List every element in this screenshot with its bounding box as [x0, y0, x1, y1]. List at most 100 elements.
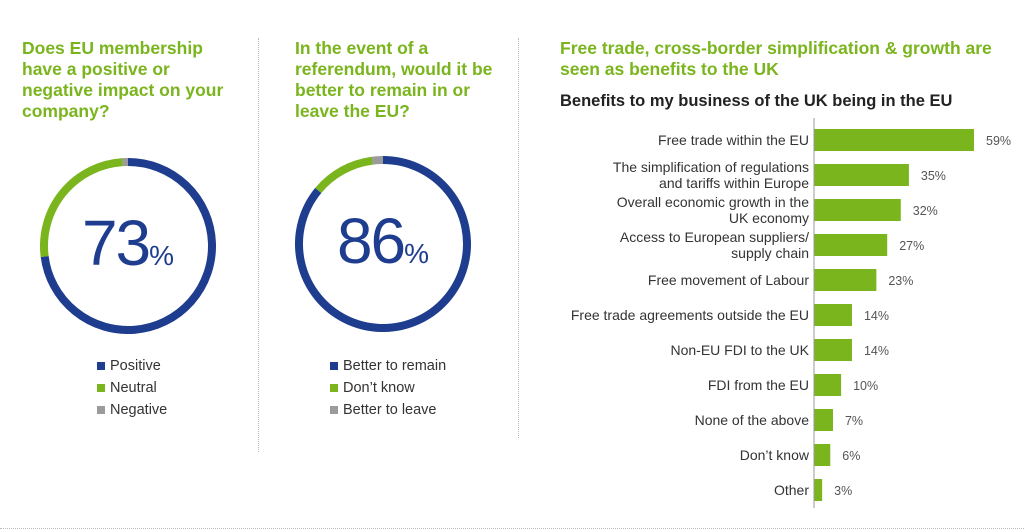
legend-item: Neutral	[97, 377, 167, 399]
bar-value-label: 23%	[888, 274, 913, 288]
donut-slice-neutral	[40, 158, 124, 258]
bar-category-label-line: FDI from the EU	[708, 377, 809, 393]
donut-slice-better-to-leave	[371, 156, 384, 165]
bar-category-label: Overall economic growth in the UK economy	[617, 194, 809, 226]
panel1-heading: Does EU membership have a positive or nega…	[22, 38, 252, 122]
bar-category-label: None of the above	[695, 412, 810, 428]
bar	[814, 164, 909, 186]
bar-value-label: 59%	[986, 134, 1011, 148]
donut-svg-eu-impact	[40, 158, 216, 334]
heading-line: leave the EU?	[295, 101, 410, 121]
bar	[814, 199, 901, 221]
bar-value-label: 7%	[845, 414, 863, 428]
bar-category-label-line: Don’t know	[740, 447, 810, 463]
bar-category-label-line: Free movement of Labour	[648, 272, 809, 288]
donut-chart-referendum: 86%	[295, 156, 471, 332]
donut-percent-sign: %	[149, 240, 175, 271]
heading-line: company?	[22, 101, 110, 121]
donut-value-referendum: 86%	[295, 204, 471, 278]
legend-swatch	[330, 384, 338, 392]
bar	[814, 444, 831, 466]
legend-swatch	[97, 406, 105, 414]
bar-category-label-line: Overall economic growth in the	[617, 194, 809, 210]
bar	[814, 339, 852, 361]
donut-slice-better-to-remain	[295, 156, 471, 332]
bar-category-label-line: The simplification of regulations	[613, 159, 809, 175]
legend-item: Positive	[97, 355, 167, 377]
heading-line: seen as benefits to the UK	[560, 59, 779, 79]
legend-label: Positive	[110, 358, 161, 374]
bar	[814, 129, 974, 151]
bar-category-label: Other	[774, 482, 809, 498]
bottom-divider	[0, 528, 1024, 529]
bar-category-label-line: UK economy	[729, 210, 809, 226]
bar-value-label: 6%	[842, 449, 860, 463]
panel3-heading: Free trade, cross-border simplification …	[560, 38, 1020, 80]
bar-chart-benefits: Free trade within the EU 59% The simplific…	[571, 118, 1011, 508]
legend-swatch	[330, 406, 338, 414]
bar-category-label: Free trade agreements outside the EU	[571, 307, 809, 323]
legend-label: Neutral	[110, 380, 157, 396]
legend-item: Better to remain	[330, 355, 446, 377]
bar-category-label-line: Free trade within the EU	[658, 132, 809, 148]
bar-category-label: Access to European suppliers/supply chai…	[620, 229, 809, 261]
bar-category-label: FDI from the EU	[708, 377, 809, 393]
bar	[814, 479, 823, 501]
heading-line: have a positive or	[22, 59, 170, 79]
bar-value-label: 35%	[921, 169, 946, 183]
heading-line: In the event of a	[295, 38, 429, 58]
donut-percent-sign: %	[404, 238, 430, 269]
legend-label: Negative	[110, 402, 168, 418]
legend-label: Better to remain	[343, 358, 447, 374]
bar-category-label: Don’t know	[740, 447, 810, 463]
bar-value-label: 10%	[853, 379, 878, 393]
donut-number: 86	[336, 205, 406, 277]
donut-chart-eu-impact: 73%	[40, 158, 216, 334]
donut-slice-don-t-know	[315, 156, 374, 194]
heading-line: Free trade, cross-border simplification …	[560, 38, 992, 58]
bar	[814, 234, 888, 256]
bar	[814, 409, 833, 431]
heading-line: negative impact on your	[22, 80, 224, 100]
legend-label: Better to leave	[343, 402, 437, 418]
bar-value-label: 32%	[913, 204, 938, 218]
bar-value-label: 3%	[834, 484, 852, 498]
donut-value-eu-impact: 73%	[40, 206, 216, 280]
bar-value-label: 14%	[864, 344, 889, 358]
legend-swatch	[330, 362, 338, 370]
divider-1	[258, 38, 259, 452]
panel2-heading: In the event of a referendum, would it be…	[295, 38, 515, 122]
heading-line: better to remain in or	[295, 80, 471, 100]
bar-chart-title: Benefits to my business of the UK being …	[560, 92, 953, 110]
bar-category-label: Free movement of Labour	[648, 272, 809, 288]
bar-category-label-line: None of the above	[695, 412, 810, 428]
heading-line: Does EU membership	[22, 38, 203, 58]
bar	[814, 304, 852, 326]
bar-category-label-line: Other	[774, 482, 809, 498]
bar-category-label: The simplification of regulations and tar…	[613, 159, 809, 191]
legend-item: Better to leave	[330, 399, 446, 421]
bar-category-label: Free trade within the EU	[658, 132, 809, 148]
bar-value-label: 14%	[864, 309, 889, 323]
legend-swatch	[97, 362, 105, 370]
legend-item: Don’t know	[330, 377, 446, 399]
legend-item: Negative	[97, 399, 167, 421]
donut-slice-positive	[40, 158, 216, 334]
heading-line: referendum, would it be	[295, 59, 493, 79]
bar-category-label-line: supply chain	[731, 245, 809, 261]
bar	[814, 269, 877, 291]
bar-category-label-line: Free trade agreements outside the EU	[571, 307, 809, 323]
legend-eu-impact: Positive Neutral Negative	[97, 355, 167, 421]
legend-label: Don’t know	[343, 380, 415, 396]
divider-2	[518, 38, 519, 438]
bar-category-label-line: Non-EU FDI to the UK	[671, 342, 810, 358]
bar	[814, 374, 842, 396]
legend-referendum: Better to remain Don’t know Better to leav…	[330, 355, 446, 421]
bar-category-label-line: Access to European suppliers/	[620, 229, 809, 245]
bar-category-label: Non-EU FDI to the UK	[671, 342, 810, 358]
bar-value-label: 27%	[899, 239, 924, 253]
legend-swatch	[97, 384, 105, 392]
bar-category-label-line: and tariffs within Europe	[659, 175, 809, 191]
donut-svg-referendum	[295, 156, 471, 332]
donut-number: 73	[81, 207, 151, 279]
